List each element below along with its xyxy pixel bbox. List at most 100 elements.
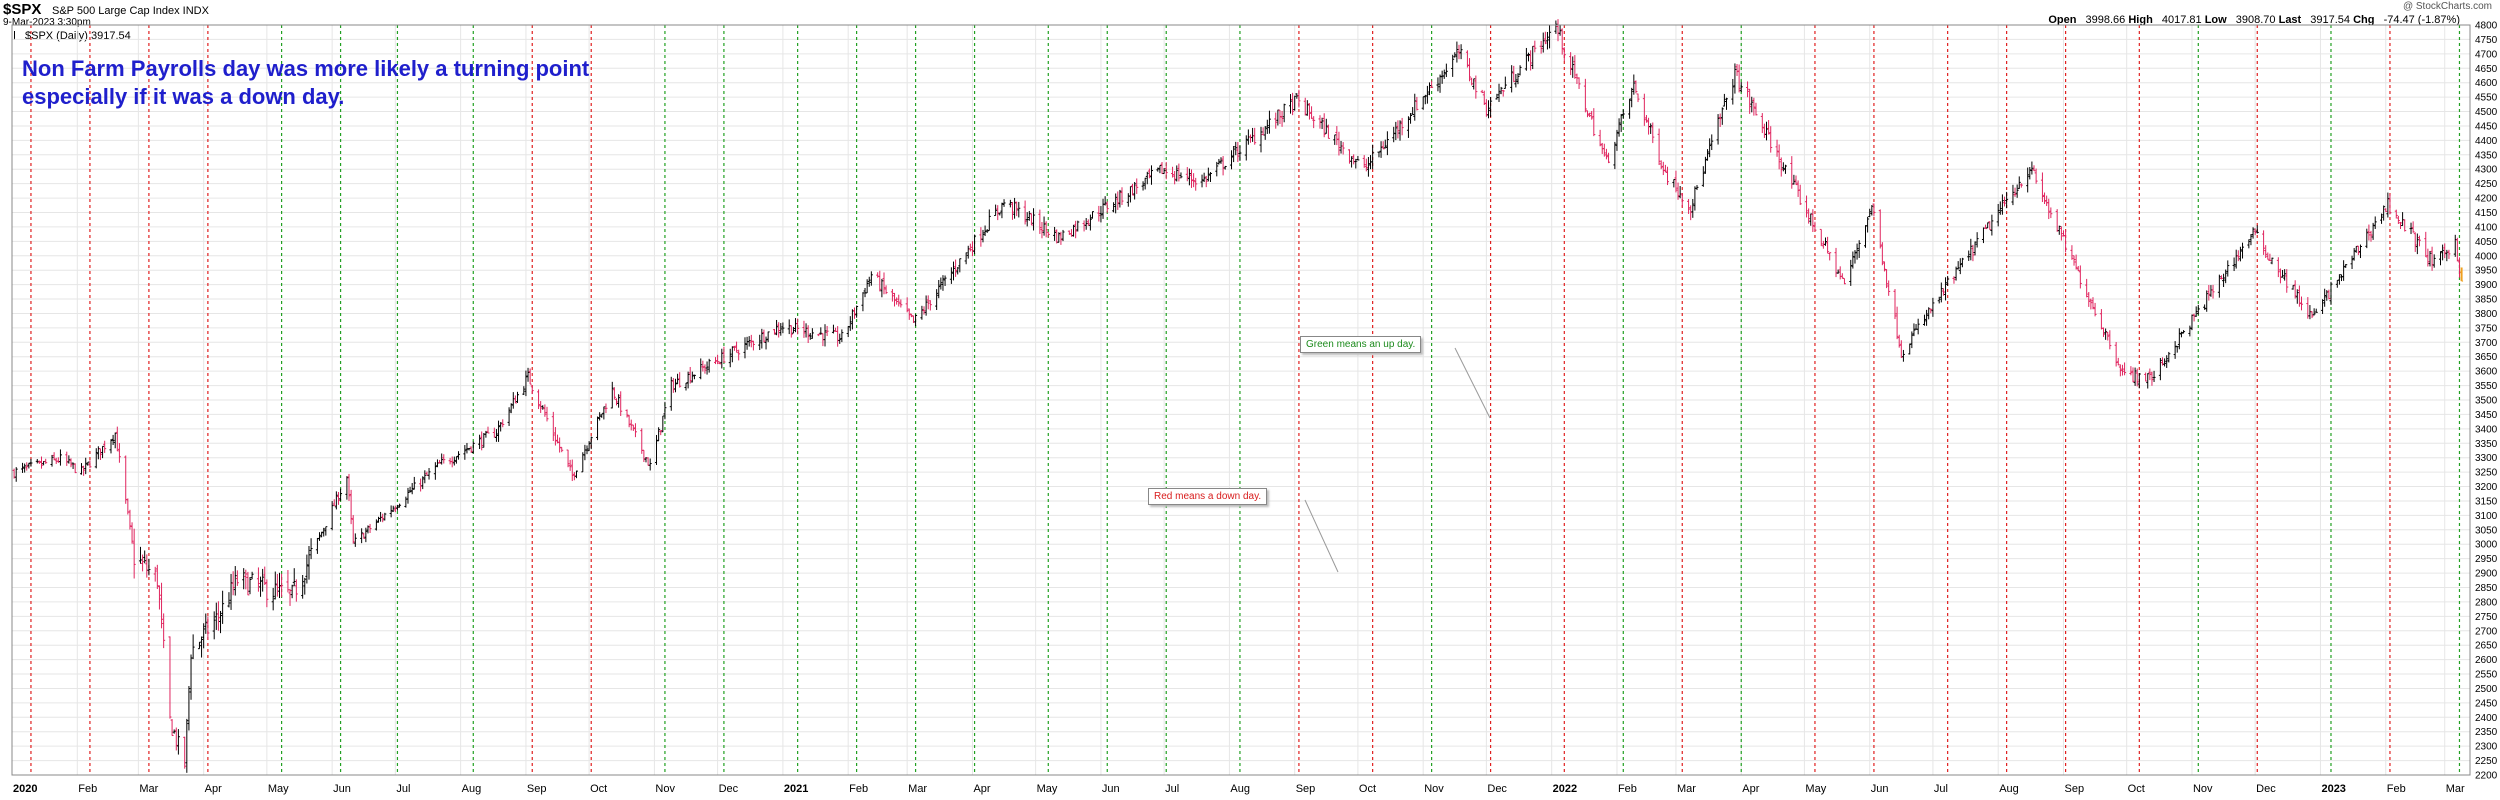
price-bar [271,587,275,611]
price-bar [235,570,239,586]
price-bar [1040,222,1044,239]
price-bar [67,455,71,464]
price-bar [231,571,235,596]
price-bar [787,319,791,335]
price-bar [522,386,526,395]
price-bar [941,275,945,291]
price-bar [802,320,806,338]
price-bar [1676,182,1680,200]
price-bar [1659,160,1663,170]
price-bar [2426,248,2430,267]
price-bar [2424,231,2428,258]
price-bar [1577,77,1581,89]
price-bar [421,476,425,490]
price-bar [1053,226,1057,241]
price-bar [1135,178,1139,194]
price-bar [935,289,939,311]
price-bar [524,370,528,397]
y-tick-label: 2400 [2475,713,2498,724]
price-bar [627,415,631,428]
price-bar [2340,274,2344,282]
price-bar [2219,275,2223,280]
price-bar [2297,285,2301,307]
price-bar [2262,230,2266,255]
price-bar [1543,31,1547,45]
price-bar [2099,309,2103,330]
price-bar [1025,212,1029,227]
low-label: Low [2204,14,2227,26]
price-bar [1459,44,1463,60]
price-bar [1398,120,1402,141]
price-bar [1798,184,1802,205]
price-bar [1560,28,1564,55]
price-bar [457,451,461,460]
price-bar [263,566,267,585]
price-bar [2118,364,2122,377]
price-bar [50,454,54,467]
payroll-day-lines [30,25,2461,775]
price-bar [1103,196,1107,206]
price-bar [1128,186,1132,203]
price-bar [2409,222,2413,235]
price-bar [1333,134,1337,145]
price-bar [98,448,102,460]
price-bar [1720,107,1724,125]
price-bar [174,727,178,751]
price-bar [1440,70,1444,84]
price-bar [2432,254,2436,268]
price-bar [810,328,814,339]
price-bar [1280,110,1284,127]
price-bar [2460,267,2464,282]
price-bar [145,554,149,578]
price-bar [115,426,119,452]
price-bar [2314,308,2318,313]
x-tick-label: Nov [655,783,675,795]
price-bar [1946,275,1950,286]
price-bar [2017,176,2021,189]
price-bar [1406,116,1410,138]
price-bar [2428,251,2432,267]
price-bar [589,436,593,450]
price-bar [2070,245,2074,260]
price-bar [2158,357,2162,381]
price-bar [1760,113,1764,134]
price-bar [1042,216,1046,236]
price-bar [1524,47,1528,71]
price-bar [968,243,972,252]
x-tick-label: Sep [1296,783,1316,795]
price-bar [939,277,943,290]
price-bar [2104,328,2108,340]
price-bar [732,345,736,351]
price-bar [1501,89,1505,97]
x-tick-label: Feb [849,783,868,795]
x-tick-label: Aug [1999,783,2019,795]
x-tick-label: Jul [1165,783,1179,795]
price-bar [2234,249,2238,269]
price-bar [1409,112,1413,124]
price-bar [855,305,859,318]
price-bar [1017,201,1021,218]
price-bar [2106,331,2110,341]
price-bar [865,279,869,294]
price-bar [2078,265,2082,289]
price-bar [143,550,147,564]
price-bar [2238,246,2242,262]
price-bar [2175,345,2179,353]
price-bar [2388,194,2392,215]
price-bar [1735,64,1739,76]
x-tick-label: 2023 [2321,783,2345,795]
price-bar [94,448,98,469]
y-tick-label: 2600 [2475,655,2498,666]
price-bar [1444,63,1448,78]
price-bar [1265,119,1269,134]
x-tick-label: Feb [78,783,97,795]
price-bar [65,451,69,466]
price-bar [954,259,958,277]
x-tick-label: Oct [590,783,607,795]
price-bar [1194,177,1198,191]
price-bar [1263,126,1267,140]
y-tick-label: 4600 [2475,78,2498,89]
price-bar [692,374,696,380]
price-bar [2384,208,2388,212]
price-bar [318,532,322,541]
